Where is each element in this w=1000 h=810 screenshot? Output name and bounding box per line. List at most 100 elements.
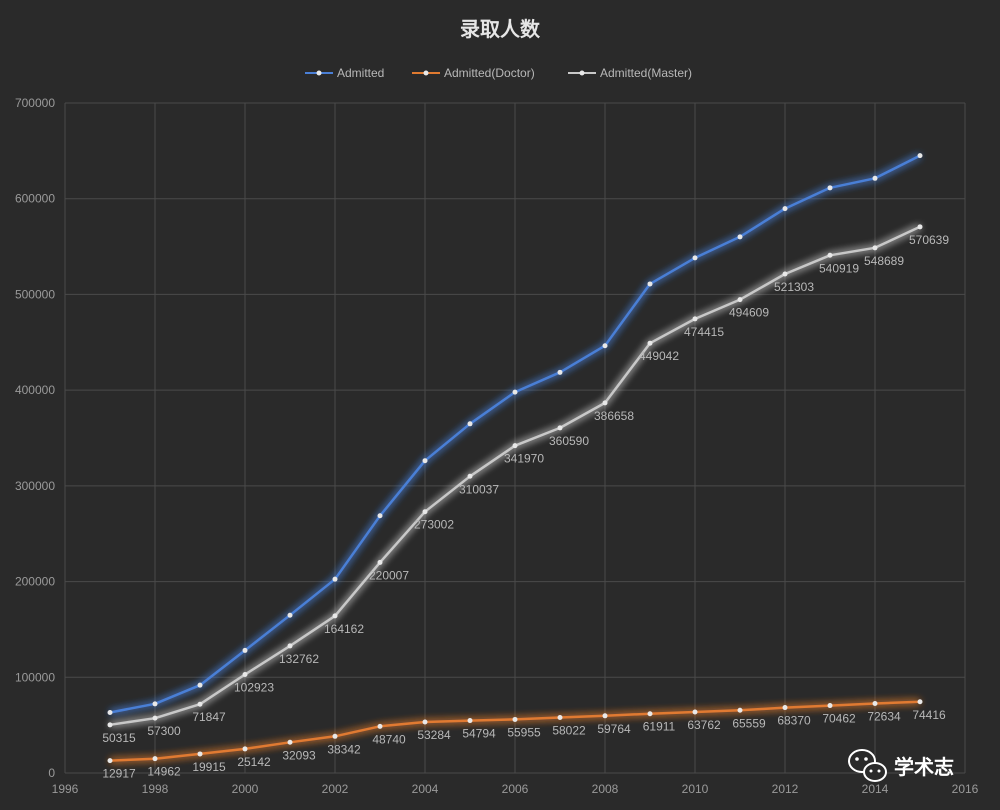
data-label: 494609	[729, 306, 769, 320]
data-point	[557, 369, 563, 375]
data-point	[782, 705, 788, 711]
data-point	[287, 612, 293, 618]
data-label: 19915	[192, 760, 226, 774]
data-point	[107, 758, 113, 764]
data-label: 570639	[909, 233, 949, 247]
data-label: 70462	[822, 712, 856, 726]
data-label: 540919	[819, 261, 859, 275]
data-label: 32093	[282, 748, 316, 762]
data-point	[917, 224, 923, 230]
data-point	[557, 714, 563, 720]
data-point	[152, 756, 158, 762]
data-point	[827, 185, 833, 191]
data-point	[737, 297, 743, 303]
data-label: 54794	[462, 727, 496, 741]
y-tick-label: 0	[48, 766, 55, 780]
data-point	[242, 647, 248, 653]
x-tick-label: 2000	[232, 782, 259, 796]
data-label: 53284	[417, 728, 451, 742]
series-admitted	[107, 153, 923, 715]
data-point	[647, 281, 653, 287]
data-point	[152, 701, 158, 707]
data-label: 48740	[372, 732, 406, 746]
data-label: 220007	[369, 568, 409, 582]
legend-marker	[423, 70, 429, 76]
data-point	[107, 722, 113, 728]
data-point	[512, 443, 518, 449]
wechat-icon	[848, 749, 887, 782]
data-point	[332, 576, 338, 582]
data-point	[602, 713, 608, 719]
x-tick-label: 2002	[322, 782, 349, 796]
data-point	[377, 513, 383, 519]
data-label: 474415	[684, 325, 724, 339]
series-admitted-doctor	[107, 699, 923, 764]
data-point	[827, 252, 833, 258]
data-point	[737, 707, 743, 713]
data-label: 57300	[147, 724, 181, 738]
data-label: 68370	[777, 714, 811, 728]
data-point	[557, 425, 563, 431]
axes: 0 100000 200000 300000 400000 500000 600000 700…	[15, 96, 979, 796]
data-label: 63762	[687, 718, 721, 732]
data-point	[197, 701, 203, 707]
data-point	[647, 340, 653, 346]
data-point	[737, 234, 743, 240]
data-label: 74416	[912, 708, 946, 722]
data-label: 72634	[867, 709, 901, 723]
data-label: 102923	[234, 680, 274, 694]
legend: Admitted Admitted(Doctor) Admitted(Master)	[305, 66, 692, 80]
legend-label: Admitted	[337, 66, 384, 80]
data-point	[422, 719, 428, 725]
data-label: 521303	[774, 280, 814, 294]
data-point	[692, 316, 698, 322]
data-point	[242, 671, 248, 677]
x-tick-label: 2008	[592, 782, 619, 796]
data-point	[647, 711, 653, 717]
data-point	[782, 271, 788, 277]
y-tick-label: 300000	[15, 479, 55, 493]
data-point	[242, 746, 248, 752]
watermark: 学术志	[848, 749, 954, 782]
data-point	[377, 723, 383, 729]
data-point	[332, 613, 338, 619]
legend-item: Admitted(Doctor)	[412, 66, 535, 80]
data-label: 55955	[507, 725, 541, 739]
data-point	[467, 473, 473, 479]
series-admitted-master	[107, 224, 923, 728]
data-label: 386658	[594, 409, 634, 423]
y-tick-label: 600000	[15, 192, 55, 206]
data-point	[467, 421, 473, 427]
data-label: 12917	[102, 767, 136, 781]
data-point	[287, 643, 293, 649]
data-label: 58022	[552, 723, 586, 737]
legend-item: Admitted(Master)	[568, 66, 692, 80]
x-tick-label: 1996	[52, 782, 79, 796]
data-point	[692, 255, 698, 261]
legend-label: Admitted(Master)	[600, 66, 692, 80]
data-label: 548689	[864, 254, 904, 268]
data-point	[467, 718, 473, 724]
data-label: 65559	[732, 716, 766, 730]
x-tick-label: 2012	[772, 782, 799, 796]
x-tick-label: 2014	[862, 782, 889, 796]
data-label: 25142	[237, 755, 271, 769]
data-point	[152, 715, 158, 721]
data-point	[872, 175, 878, 181]
data-label: 273002	[414, 518, 454, 532]
data-label: 360590	[549, 434, 589, 448]
data-point	[872, 700, 878, 706]
data-point	[917, 699, 923, 705]
data-point	[602, 343, 608, 349]
x-tick-label: 2016	[952, 782, 979, 796]
y-tick-label: 200000	[15, 575, 55, 589]
data-point	[422, 509, 428, 515]
data-label: 71847	[192, 710, 226, 724]
y-tick-label: 400000	[15, 383, 55, 397]
legend-marker	[316, 70, 322, 76]
data-labels: 12917 14962 19915 25142 32093 38342 48740 53284…	[102, 233, 949, 781]
data-point	[602, 400, 608, 406]
y-tick-label: 700000	[15, 96, 55, 110]
data-label: 50315	[102, 731, 136, 745]
